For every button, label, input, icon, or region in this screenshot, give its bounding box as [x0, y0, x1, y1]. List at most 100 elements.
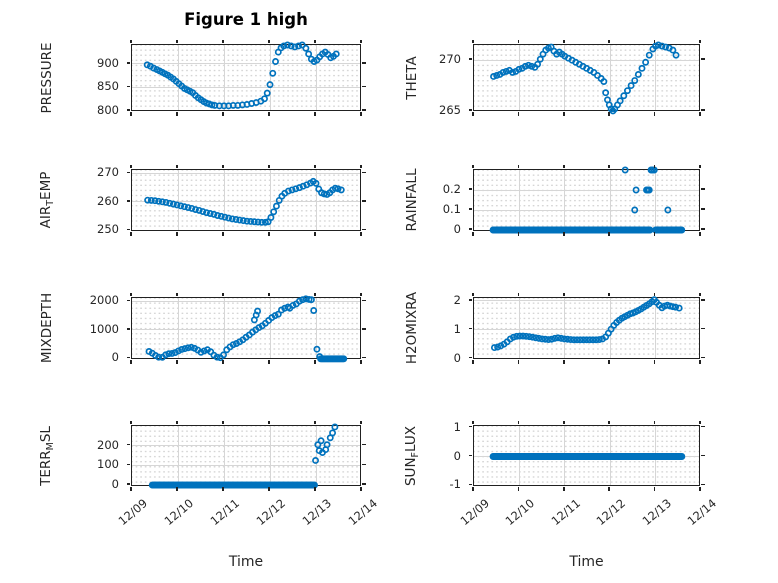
y-tick-mark	[362, 463, 366, 466]
x-tick-label: 12/11	[548, 496, 583, 529]
x-tick-mark	[563, 292, 565, 296]
plot-area	[473, 296, 700, 359]
y-tick-label: 270	[439, 52, 461, 67]
major-gridline-x	[655, 45, 657, 110]
y-tick-mark	[468, 228, 472, 230]
major-gridline-x	[655, 170, 657, 230]
x-tick-mark	[360, 232, 362, 236]
major-gridline-y	[474, 59, 699, 61]
x-tick-mark	[699, 164, 701, 168]
y-tick-mark	[362, 200, 366, 202]
major-gridline-x	[564, 298, 566, 358]
x-tick-mark	[222, 39, 224, 43]
major-gridline-x	[177, 298, 179, 358]
major-gridline-x	[223, 170, 225, 230]
y-tick-mark	[468, 188, 472, 190]
x-tick-mark	[222, 360, 224, 364]
major-gridline-x	[269, 45, 271, 110]
major-gridline-x	[223, 45, 225, 110]
x-tick-mark	[130, 164, 132, 168]
x-tick-mark	[517, 292, 520, 296]
major-gridline-y	[132, 329, 360, 331]
y-tick-label: 200	[97, 437, 119, 452]
major-gridline-y	[474, 329, 699, 331]
major-gridline-x	[315, 45, 317, 110]
major-gridline-x	[609, 45, 611, 110]
y-tick-mark	[126, 85, 130, 88]
y-tick-label: 2000	[89, 293, 119, 308]
plot-area	[473, 41, 700, 115]
y-tick-label: 2	[453, 292, 461, 307]
x-tick-mark	[699, 420, 701, 424]
y-tick-label: -1	[449, 477, 461, 492]
x-tick-mark	[314, 112, 316, 116]
major-gridline-x	[564, 170, 566, 230]
y-tick-label: 260	[97, 193, 119, 208]
x-tick-mark	[608, 487, 610, 491]
y-tick-mark	[362, 356, 366, 359]
x-tick-mark	[472, 292, 474, 296]
y-tick-mark	[701, 58, 705, 60]
x-tick-mark	[130, 420, 132, 424]
x-tick-mark	[268, 292, 270, 296]
y-tick-mark	[126, 483, 130, 485]
y-tick-mark	[701, 208, 705, 210]
data-markers	[490, 296, 683, 352]
x-tick-mark	[222, 164, 224, 168]
y-tick-mark	[126, 328, 130, 330]
x-tick-mark	[130, 39, 132, 43]
x-tick-label: 12/10	[502, 496, 538, 529]
x-tick-mark	[563, 164, 565, 168]
x-tick-mark	[176, 292, 178, 296]
x-tick-mark	[222, 232, 224, 236]
y-tick-mark	[701, 454, 705, 457]
data-markers	[148, 423, 339, 489]
x-tick-mark	[563, 420, 565, 424]
plot-area	[473, 425, 700, 486]
x-tick-mark	[517, 112, 520, 116]
x-tick-mark	[653, 487, 656, 491]
x-tick-mark	[608, 232, 610, 236]
x-tick-mark	[360, 487, 362, 491]
x-tick-mark	[699, 232, 701, 236]
y-tick-mark	[126, 356, 130, 359]
x-tick-mark	[176, 420, 178, 424]
y-tick-mark	[126, 109, 130, 111]
data-markers	[143, 41, 340, 110]
x-tick-mark	[360, 420, 362, 424]
major-gridline-y	[132, 464, 360, 466]
y-tick-mark	[701, 425, 705, 428]
x-tick-mark	[472, 420, 474, 424]
x-tick-mark	[314, 360, 316, 364]
y-axis-label: MIXDEPTH	[39, 292, 55, 364]
y-tick-mark	[701, 188, 705, 190]
y-tick-mark	[126, 463, 130, 466]
x-tick-mark	[360, 292, 362, 296]
x-tick-label: 12/11	[207, 496, 242, 529]
major-gridline-x	[177, 170, 179, 230]
x-tick-mark	[314, 292, 316, 296]
x-tick-label: 12/14	[345, 496, 380, 529]
y-tick-mark	[468, 454, 472, 457]
x-tick-mark	[608, 164, 610, 168]
y-axis-label: H2OMIXRA	[404, 291, 420, 365]
y-axis-label: AIRTEMP	[38, 171, 56, 229]
x-tick-mark	[130, 487, 132, 491]
x-tick-mark	[222, 292, 224, 296]
x-tick-mark	[314, 487, 316, 491]
x-tick-mark	[517, 39, 520, 43]
y-tick-label: 1	[453, 419, 461, 434]
x-tick-label: 12/12	[253, 496, 288, 529]
y-tick-label: 250	[97, 222, 119, 237]
y-tick-mark	[468, 208, 472, 210]
y-tick-mark	[362, 171, 366, 174]
y-tick-label: 0	[111, 350, 119, 365]
x-axis-title-left: Time	[228, 554, 264, 570]
y-tick-mark	[701, 299, 705, 301]
data-markers	[489, 166, 686, 234]
y-tick-mark	[701, 327, 705, 330]
y-tick-mark	[701, 483, 705, 486]
major-gridline-x	[609, 298, 611, 358]
x-tick-mark	[360, 360, 362, 364]
x-tick-mark	[268, 39, 270, 43]
